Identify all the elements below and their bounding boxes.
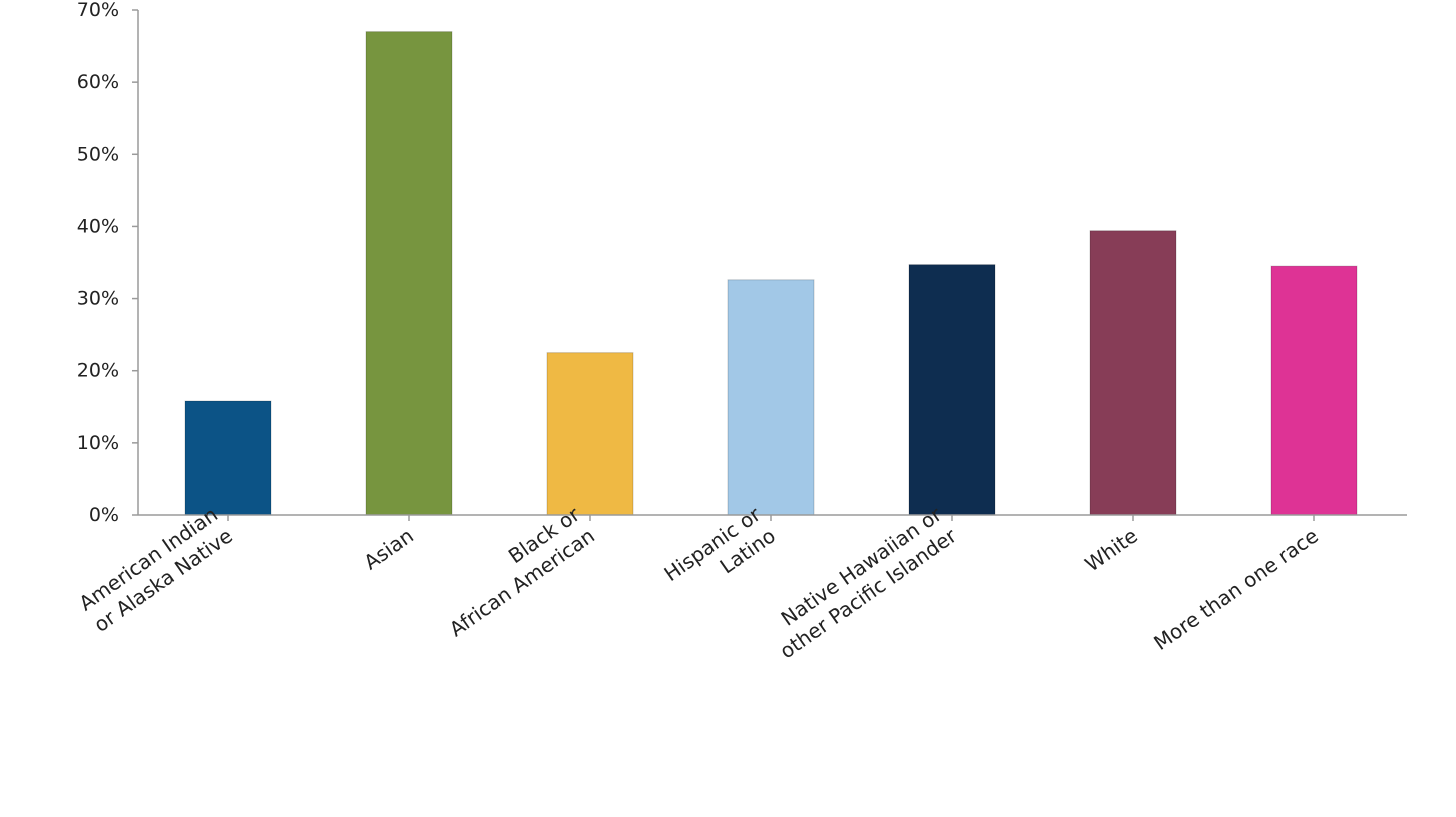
bar — [727, 279, 815, 516]
y-tick-label: 0% — [89, 504, 119, 526]
y-axis-ticks: 0% 10% 20% 30% 40% 50% 60% 70% — [77, 0, 138, 526]
x-category-label: White — [1080, 523, 1141, 576]
x-category-label: Asian — [359, 523, 417, 574]
x-category-label-line: Asian — [359, 523, 417, 574]
bar — [908, 264, 996, 516]
y-tick-label: 70% — [77, 0, 119, 21]
x-category-label: More than one race — [1149, 523, 1323, 655]
x-category-label: Native Hawaiian orother Pacific Islander — [760, 502, 961, 664]
bar — [365, 31, 453, 516]
x-category-label-line: More than one race — [1149, 523, 1323, 655]
x-axis-ticks: American Indianor Alaska Native Asian Blac… — [74, 502, 1322, 664]
y-tick-label: 40% — [77, 215, 119, 237]
y-tick-label: 30% — [77, 288, 119, 310]
y-tick-label: 10% — [77, 432, 119, 454]
y-tick-label: 60% — [77, 71, 119, 93]
bar — [1089, 230, 1177, 516]
bar — [546, 352, 634, 516]
x-category-label: Hispanic orLatino — [659, 502, 780, 608]
y-tick-label: 20% — [77, 360, 119, 382]
x-category-label-line: White — [1080, 523, 1141, 576]
bar — [1270, 265, 1358, 516]
x-category-label: Black orAfrican American — [430, 502, 600, 642]
y-tick-label: 50% — [77, 143, 119, 165]
bar — [184, 400, 272, 516]
bars-layer — [184, 31, 1358, 516]
